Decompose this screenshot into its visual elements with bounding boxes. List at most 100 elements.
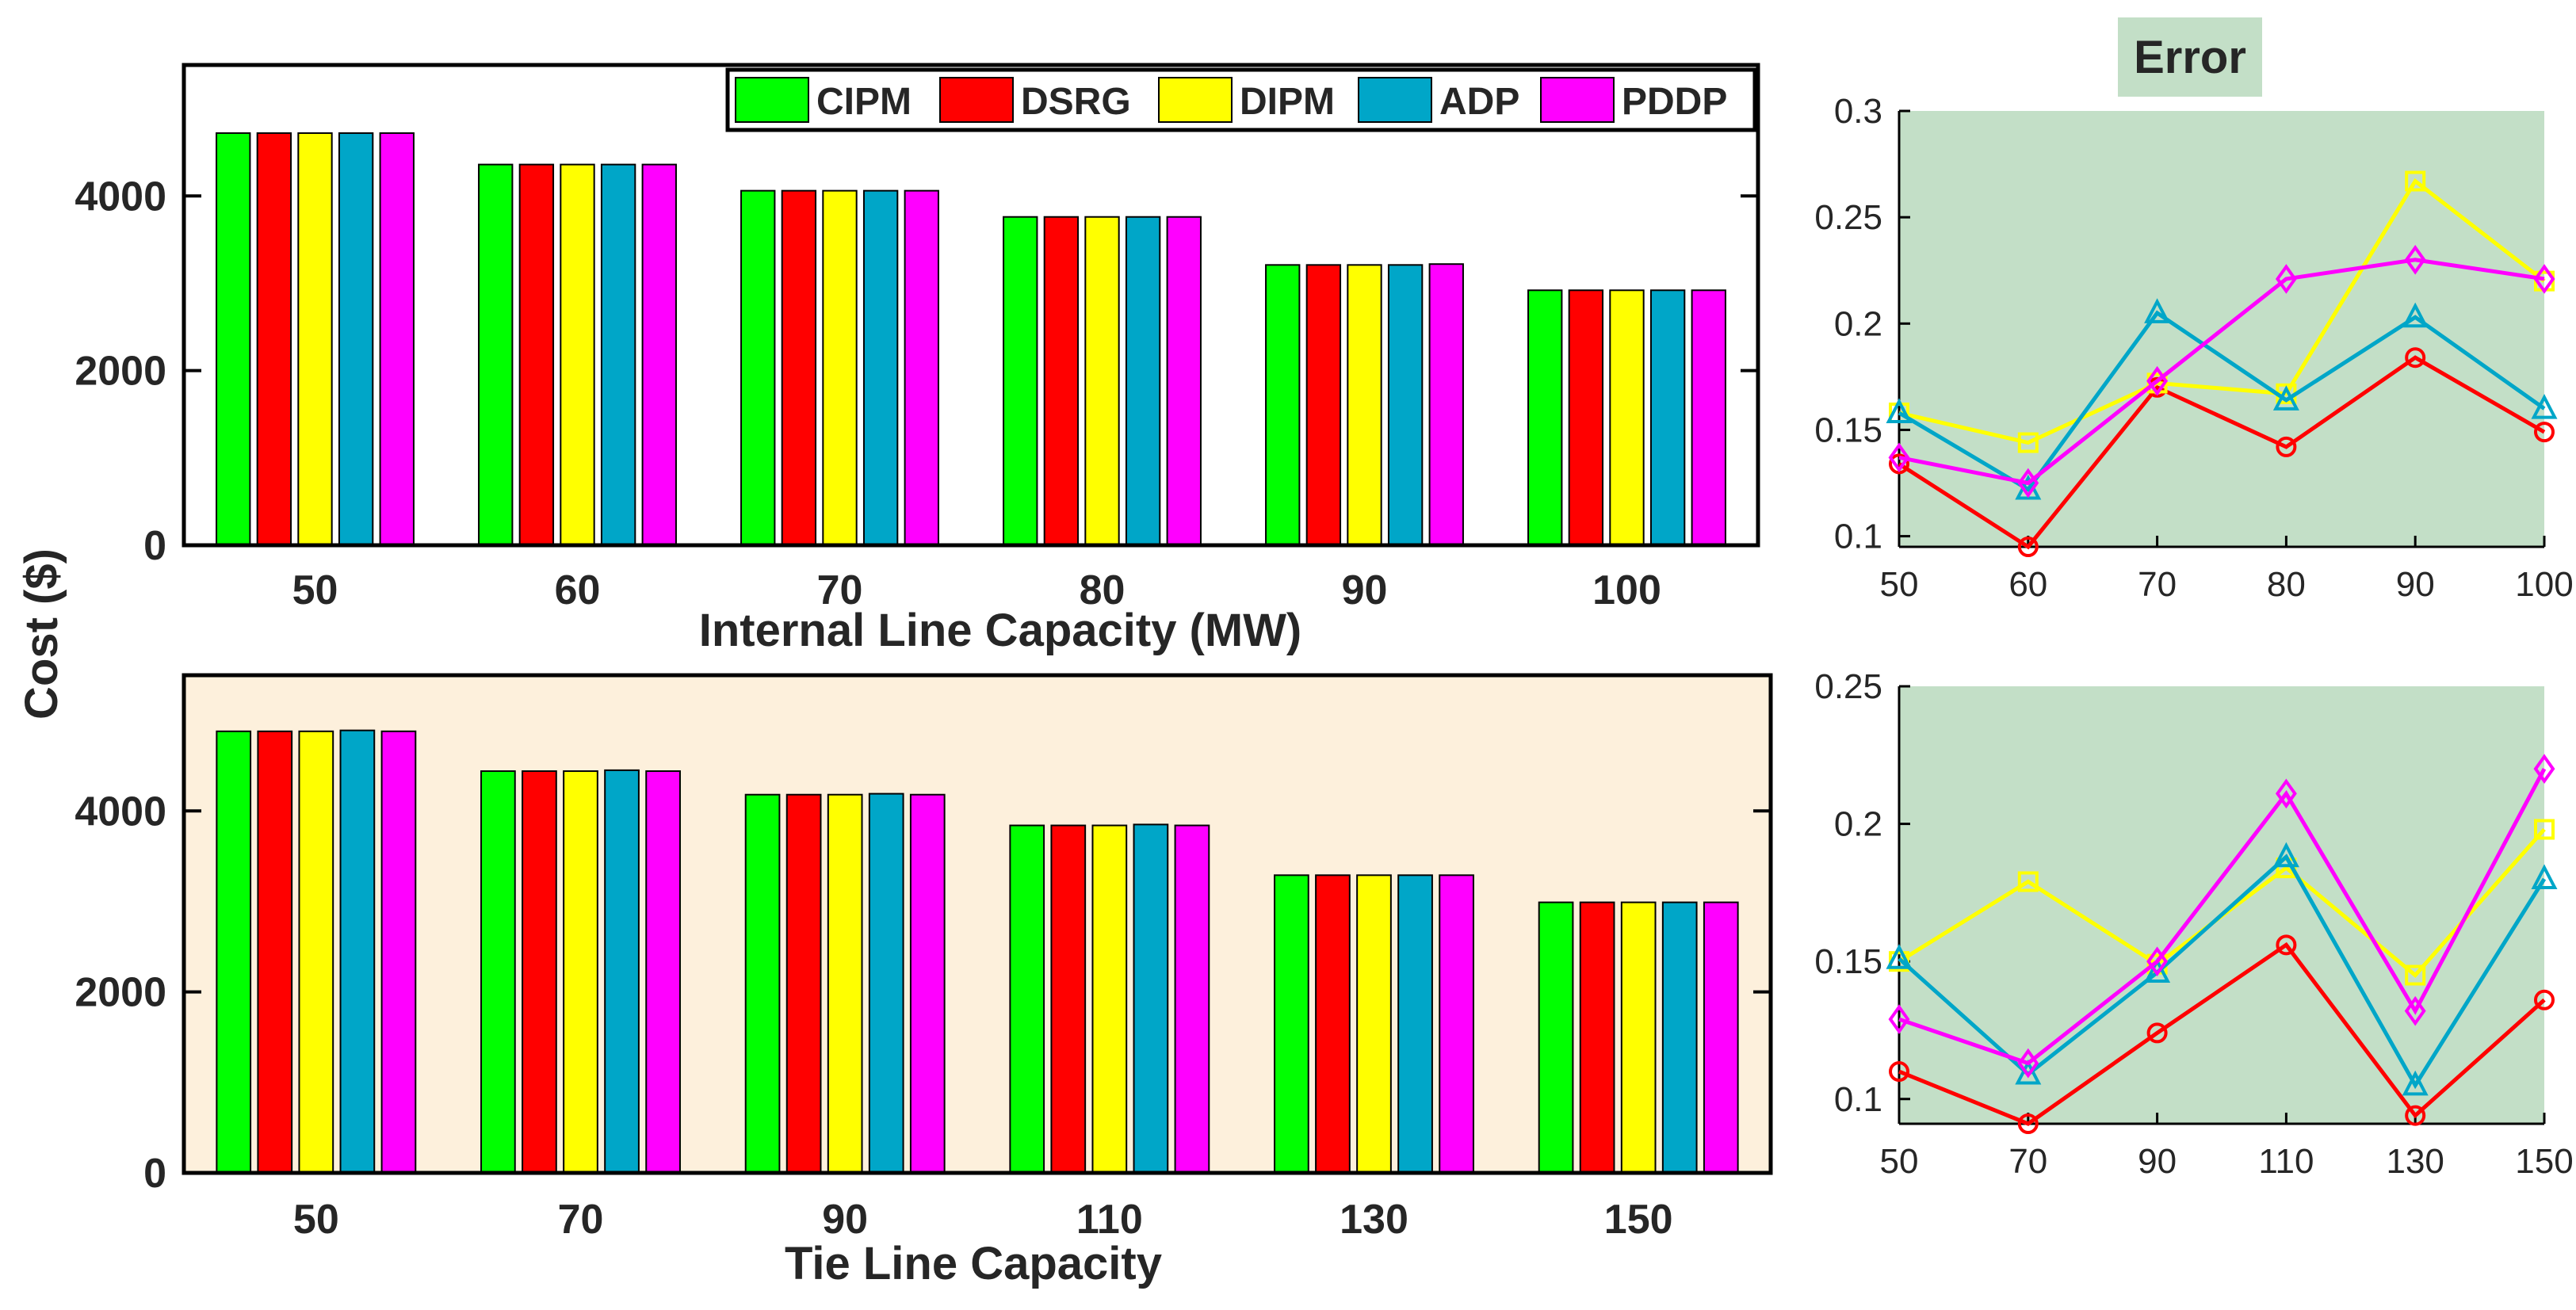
point-pddp-90 <box>2404 244 2426 275</box>
x-tick-label: 130 <box>1340 1197 1408 1243</box>
bar-dipm-70 <box>563 770 598 1174</box>
bar-pddp-70 <box>904 189 939 547</box>
point-dsrg-130 <box>2405 1105 2426 1126</box>
bar-pddp-60 <box>641 163 677 546</box>
bar-dipm-130 <box>1356 874 1392 1174</box>
y-tick-label: 0.1 <box>1834 518 1882 556</box>
bar-cipm-150 <box>1538 901 1574 1174</box>
bar-cipm-70 <box>740 189 776 547</box>
bar-dipm-90 <box>1347 264 1382 546</box>
bar-dsrg-80 <box>1043 216 1080 546</box>
legend: CIPM DSRG DIPM ADP PDDP <box>725 67 1757 132</box>
point-dsrg-110 <box>2276 934 2297 956</box>
point-dsrg-100 <box>2534 422 2555 443</box>
y-tick-label: 0.15 <box>1814 411 1882 449</box>
bar-adp-90 <box>868 792 904 1174</box>
error-chart-internal-line: 0.1 0.15 0.2 0.25 0.3 50 60 70 80 90 100 <box>1814 92 2573 604</box>
bar-adp-70 <box>862 189 899 547</box>
bar-cipm-90 <box>744 793 781 1174</box>
bar-dsrg-50 <box>257 730 293 1174</box>
bar-top-frame <box>182 63 1760 548</box>
y-tick-label: 0.1 <box>1834 1080 1882 1119</box>
point-pddp-90 <box>2146 946 2169 977</box>
bar-dsrg-70 <box>781 189 817 547</box>
y-tick-label: 0.25 <box>1814 667 1882 706</box>
legend-swatch-pddp <box>1540 77 1615 123</box>
x-tick-label: 150 <box>1604 1197 1673 1243</box>
y-tick-label: 0.25 <box>1814 198 1882 237</box>
point-dsrg-70 <box>2017 1113 2039 1134</box>
bar-dipm-90 <box>827 793 863 1174</box>
point-adp-90 <box>2144 957 2171 983</box>
bar-cipm-50 <box>216 730 252 1174</box>
bar-pddp-110 <box>1174 824 1210 1174</box>
point-adp-100 <box>2531 393 2558 419</box>
bar-adp-90 <box>1387 264 1424 546</box>
line-pddp <box>1898 767 2547 1066</box>
bar-pddp-50 <box>380 730 417 1174</box>
point-dipm-150 <box>2534 819 2555 840</box>
bar-bottom-x-label: Tie Line Capacity <box>785 1238 1162 1289</box>
x-tick-label: 130 <box>2386 1142 2444 1181</box>
x-tick-label: 70 <box>817 567 863 613</box>
y-tick-label: 2000 <box>75 349 166 395</box>
line-dipm <box>1898 178 2546 445</box>
bar-cipm-110 <box>1009 824 1045 1174</box>
point-adp-110 <box>2272 842 2299 868</box>
bar-cipm-100 <box>1527 289 1563 546</box>
point-dsrg-50 <box>1889 453 1909 475</box>
point-pddp-110 <box>2275 778 2297 809</box>
point-pddp-130 <box>2404 995 2426 1026</box>
y-tick-label: 4000 <box>75 174 166 220</box>
bar-dipm-100 <box>1609 289 1645 546</box>
point-adp-50 <box>1886 944 1913 969</box>
point-adp-70 <box>2144 298 2171 323</box>
point-dsrg-80 <box>2276 436 2297 457</box>
bar-dsrg-90 <box>1305 264 1342 546</box>
y-tick-label: 0 <box>143 523 166 569</box>
bar-dsrg-90 <box>785 793 822 1174</box>
legend-label-dipm: DIPM <box>1240 81 1335 123</box>
point-pddp-150 <box>2533 754 2555 784</box>
bar-top-x-label: Internal Line Capacity (MW) <box>699 605 1302 656</box>
x-tick-label: 70 <box>2008 1142 2047 1181</box>
bar-dipm-110 <box>1091 824 1128 1174</box>
x-tick-label: 50 <box>292 567 338 613</box>
y-tick-label: 0.15 <box>1814 942 1882 981</box>
line-dsrg <box>1898 355 2546 550</box>
bar-cipm-90 <box>1265 264 1301 546</box>
point-dsrg-60 <box>2017 537 2039 557</box>
bar-cipm-70 <box>480 770 516 1174</box>
bar-pddp-80 <box>1166 216 1202 546</box>
bar-cipm-130 <box>1274 874 1309 1174</box>
bar-dipm-60 <box>560 163 595 546</box>
y-tick-label: 0.3 <box>1834 92 1882 131</box>
bar-bottom-plot-area <box>184 675 1771 1173</box>
point-adp-80 <box>2272 385 2299 411</box>
bar-pddp-90 <box>909 793 946 1174</box>
bar-dsrg-60 <box>518 163 555 546</box>
error-title-box <box>2118 17 2262 97</box>
x-tick-label: 50 <box>1880 1142 1919 1181</box>
legend-label-pddp: PDDP <box>1622 81 1727 123</box>
bar-pddp-70 <box>645 770 681 1174</box>
point-pddp-70 <box>2017 1048 2039 1079</box>
point-dipm-70 <box>2017 871 2039 892</box>
point-adp-70 <box>2015 1059 2042 1085</box>
bar-pddp-90 <box>1428 263 1464 546</box>
x-tick-label: 70 <box>2138 565 2177 604</box>
legend-label-adp: ADP <box>1439 81 1519 123</box>
bar-dipm-70 <box>822 189 858 547</box>
bar-dsrg-70 <box>522 770 557 1174</box>
bar-pddp-150 <box>1703 901 1739 1174</box>
point-pddp-70 <box>2146 365 2169 396</box>
point-dipm-90 <box>2405 170 2426 192</box>
bar-cipm-50 <box>216 132 251 546</box>
x-tick-label: 50 <box>293 1197 339 1243</box>
x-tick-label: 60 <box>555 567 601 613</box>
bar-chart-internal-line: 0 2000 4000 50 60 70 80 90 100 Internal Line Cap… <box>75 63 1760 656</box>
bar-adp-70 <box>604 769 640 1174</box>
bar-adp-100 <box>1649 289 1686 546</box>
err-bottom-plot-area <box>1899 686 2544 1124</box>
bar-dsrg-130 <box>1315 874 1351 1174</box>
